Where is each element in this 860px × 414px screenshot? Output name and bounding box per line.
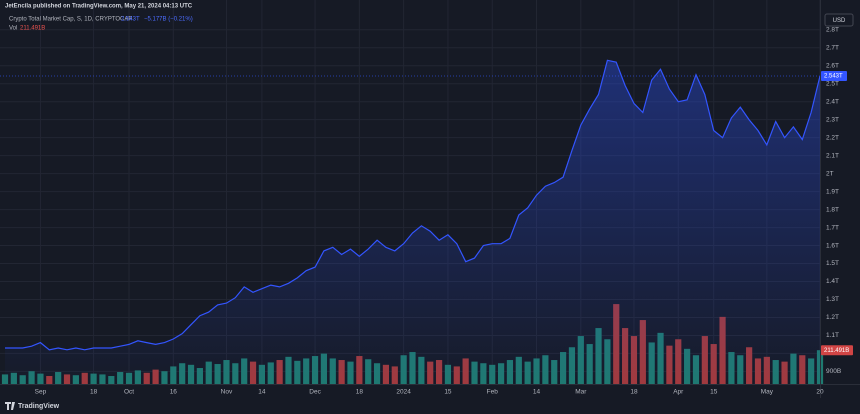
currency-box[interactable]	[824, 13, 854, 27]
x-tick-label: 14	[533, 389, 541, 396]
y-tick-label: 1.4T	[826, 278, 839, 285]
x-tick-label: Apr	[673, 389, 684, 396]
x-tick-label: 16	[170, 389, 178, 396]
brand-logo	[5, 402, 15, 410]
y-tick-label: 1.8T	[826, 206, 839, 213]
y-tick-label: 1.6T	[826, 242, 839, 249]
y-tick-label: 2.7T	[826, 44, 839, 51]
y-tick-label: 2.3T	[826, 116, 839, 123]
y-tick-label: 2.8T	[826, 26, 839, 33]
x-tick-label: 18	[356, 389, 364, 396]
y-tick-label: 2.1T	[826, 152, 839, 159]
x-tick-label: Feb	[487, 389, 499, 396]
y-tick-label: 1.3T	[826, 296, 839, 303]
volume-tag-label: 211.491B	[824, 348, 849, 354]
brand: TradingView	[18, 403, 60, 410]
x-tick-label: Oct	[124, 389, 134, 396]
y-tick-label: 1.9T	[826, 188, 839, 195]
legend-change: −5.177B (−0.21%)	[144, 17, 193, 23]
y-tick-label: 2.4T	[826, 98, 839, 105]
y-tick-label: 2T	[826, 170, 834, 177]
y-tick-label: 1.2T	[826, 314, 839, 321]
x-tick-label: 15	[444, 389, 452, 396]
axes: 900B1T1.1T1.2T1.3T1.4T1.5T1.6T1.7T1.8T1.…	[35, 26, 853, 396]
x-tick-label: Mar	[575, 389, 587, 396]
published-note: JetEncila published on TradingView.com, …	[5, 4, 193, 10]
x-tick-label: Dec	[309, 389, 321, 396]
x-tick-label: 15	[710, 389, 718, 396]
y-tick-label: 2.2T	[826, 134, 839, 141]
x-tick-label: Sep	[35, 389, 47, 396]
y-tick-label: 1.5T	[826, 260, 839, 267]
legend-volume: Vol	[9, 26, 17, 32]
y-tick-label: 2.5T	[826, 80, 839, 87]
y-tick-label: 1.1T	[826, 332, 839, 339]
legend-price: 2.543T	[121, 17, 140, 23]
x-tick-label: May	[761, 389, 774, 396]
area	[5, 60, 820, 385]
x-tick-label: Nov	[221, 389, 233, 396]
price-series	[0, 59, 821, 385]
y-tick-label: 2.6T	[826, 62, 839, 69]
legend-series: Crypto Total Market Cap, S, 1D, CRYPTOCA…	[9, 17, 132, 23]
y-tick-label: 1.7T	[826, 224, 839, 231]
price-tag	[821, 70, 847, 81]
x-tick-label: 18	[90, 389, 98, 396]
volume-tag	[821, 345, 853, 356]
x-tick-label: 20	[816, 389, 824, 396]
line	[5, 59, 821, 351]
x-tick-label: 14	[258, 389, 266, 396]
currency[interactable]: USD	[833, 18, 846, 24]
x-tick-label: 18	[630, 389, 638, 396]
price-tag-label: 2.543T	[824, 74, 843, 80]
legend-volume-value: 211.491B	[20, 26, 45, 32]
y-tick-label: 900B	[826, 368, 841, 375]
x-tick-label: 2024	[396, 389, 411, 396]
